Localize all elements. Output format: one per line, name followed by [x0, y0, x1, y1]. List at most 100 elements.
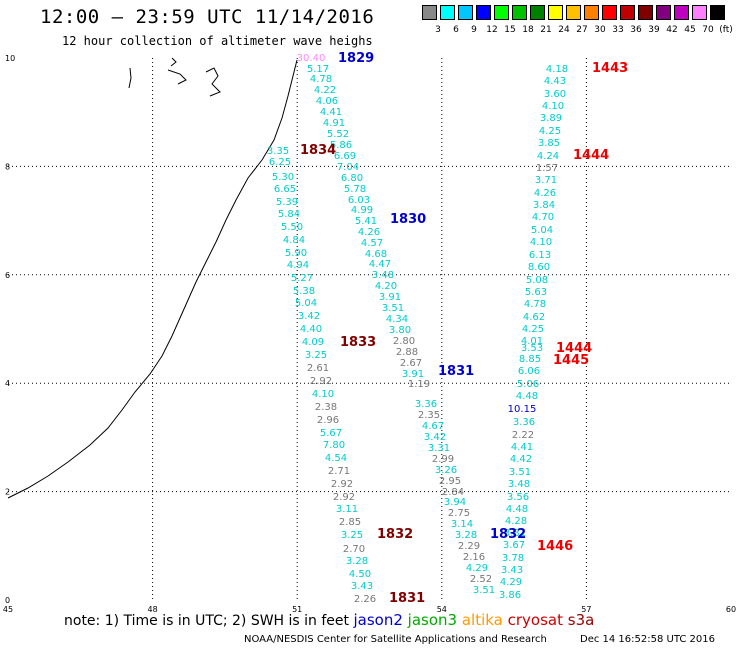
track-label: 1443	[592, 61, 628, 76]
wave-height-value: 8.85	[519, 354, 541, 365]
wave-height-value: 6.03	[348, 195, 370, 206]
wave-height-value: 3.85	[538, 138, 560, 149]
wave-height-value: 3.91	[379, 292, 401, 303]
x-tick-label: 57	[581, 605, 591, 614]
wave-height-value: 2.88	[396, 347, 418, 358]
legend-swatch	[458, 5, 473, 20]
wave-height-value: 4.41	[320, 107, 342, 118]
wave-height-value: 4.70	[532, 212, 554, 223]
wave-height-value: 3.42	[424, 432, 446, 443]
legend-label: 3	[435, 25, 441, 35]
credit-text: NOAA/NESDIS Center for Satellite Applica…	[244, 634, 547, 645]
map-title: 12:00 – 23:59 UTC 11/14/2016	[40, 6, 375, 28]
wave-height-value: 4.26	[534, 188, 556, 199]
wave-height-value: 6.80	[341, 173, 363, 184]
x-tick-label: 51	[292, 605, 302, 614]
wave-height-value: 3.43	[351, 581, 373, 592]
wave-height-value: 4.18	[546, 64, 568, 75]
legend-swatch	[602, 5, 617, 20]
wave-height-value: 3.51	[473, 585, 495, 596]
wave-height-value: 4.25	[522, 324, 544, 335]
notes-text: note: 1) Time is in UTC; 2) SWH is in fe…	[64, 613, 350, 629]
wave-height-value: 2.52	[470, 574, 492, 585]
wave-height-value: 3.78	[502, 553, 524, 564]
wave-height-value: 3.89	[540, 113, 562, 124]
coastline	[7, 59, 298, 499]
wave-height-value: 3.48	[508, 479, 530, 490]
wave-height-value: 3.91	[402, 369, 424, 380]
wave-height-value: 4.50	[349, 569, 371, 580]
wave-height-value: 3.48	[372, 270, 394, 281]
wave-height-value: 3.51	[509, 467, 531, 478]
wave-height-value: 4.48	[516, 391, 538, 402]
legend-label: 27	[576, 25, 588, 35]
wave-height-value: 8.60	[528, 262, 550, 273]
wave-height-value: 3.31	[504, 528, 526, 539]
wave-height-value: 3.94	[444, 497, 466, 508]
track-label: 1831	[389, 591, 425, 606]
wave-height-value: 5.17	[307, 64, 329, 75]
wave-height-values: 30.405.174.784.224.064.414.915.525.866.6…	[267, 53, 568, 605]
track-label: 1834	[300, 143, 336, 158]
notes-line: note: 1) Time is in UTC; 2) SWH is in fe…	[64, 611, 594, 629]
legend-label: 30	[594, 25, 606, 35]
wave-height-value: 2.26	[354, 594, 376, 605]
wave-height-value: 2.35	[418, 410, 440, 421]
wave-height-value: 5.04	[295, 298, 317, 309]
wave-height-value: 3.53	[521, 343, 543, 354]
wave-height-value: 4.29	[466, 563, 488, 574]
satellite-name: s3a	[562, 611, 595, 629]
satellite-name: jason2	[353, 611, 403, 629]
wave-height-value: 3.36	[513, 417, 535, 428]
wave-height-value: 5.39	[276, 197, 298, 208]
wave-height-value: 4.48	[506, 504, 528, 515]
satellite-name: cryosat	[502, 611, 563, 629]
wave-height-value: 3.86	[499, 590, 521, 601]
legend-swatch	[656, 5, 671, 20]
legend-swatch	[584, 5, 599, 20]
wave-height-value: 1.57	[536, 163, 558, 174]
grid-lines	[8, 58, 731, 600]
wave-height-value: 5.90	[285, 248, 307, 259]
track-label: 1444	[573, 148, 609, 163]
wave-height-value: 3.11	[336, 504, 358, 515]
wave-height-value: 4.41	[511, 442, 533, 453]
legend-swatch	[440, 5, 455, 20]
legend-swatch	[692, 5, 707, 20]
legend-label: 45	[684, 25, 696, 35]
wave-height-value: 4.06	[316, 96, 338, 107]
legend-label: 42	[666, 25, 678, 35]
legend-swatch	[512, 5, 527, 20]
legend-swatch	[710, 5, 725, 20]
wave-height-value: 3.28	[346, 556, 368, 567]
axis-tick-labels: 45 48 51 54 57 60 0 2 4 6 8 10	[3, 54, 736, 614]
wave-height-value: 4.09	[302, 337, 324, 348]
wave-height-value: 2.22	[512, 430, 534, 441]
wave-height-value: 4.57	[361, 238, 383, 249]
track-label: 1446	[537, 539, 573, 554]
wave-height-value: 4.43	[544, 76, 566, 87]
wave-height-value: 2.38	[315, 402, 337, 413]
y-tick-label: 10	[5, 54, 15, 63]
legend-swatch	[566, 5, 581, 20]
track-label: 1833	[340, 335, 376, 350]
wave-height-value: 5.63	[525, 287, 547, 298]
wave-height-value: 4.10	[530, 237, 552, 248]
wave-height-value: 4.40	[300, 324, 322, 335]
wave-height-value: 4.94	[287, 260, 309, 271]
legend-swatch	[422, 5, 437, 20]
wave-height-value: 3.60	[544, 89, 566, 100]
x-tick-label: 60	[726, 605, 736, 614]
wave-height-value: 4.10	[312, 389, 334, 400]
wave-height-value: 4.25	[539, 126, 561, 137]
wave-height-value: 2.16	[463, 552, 485, 563]
wave-height-value: 7.80	[323, 440, 345, 451]
track-labels: 1829 1834 1830 1833 1831 1832 1831 1832 1443 1444…	[300, 51, 628, 606]
track-label: 1831	[438, 364, 474, 379]
wave-height-value: 4.26	[358, 227, 380, 238]
wave-height-value: 3.43	[501, 565, 523, 576]
legend-swatch	[548, 5, 563, 20]
legend-swatch	[638, 5, 653, 20]
legend-swatch	[620, 5, 635, 20]
